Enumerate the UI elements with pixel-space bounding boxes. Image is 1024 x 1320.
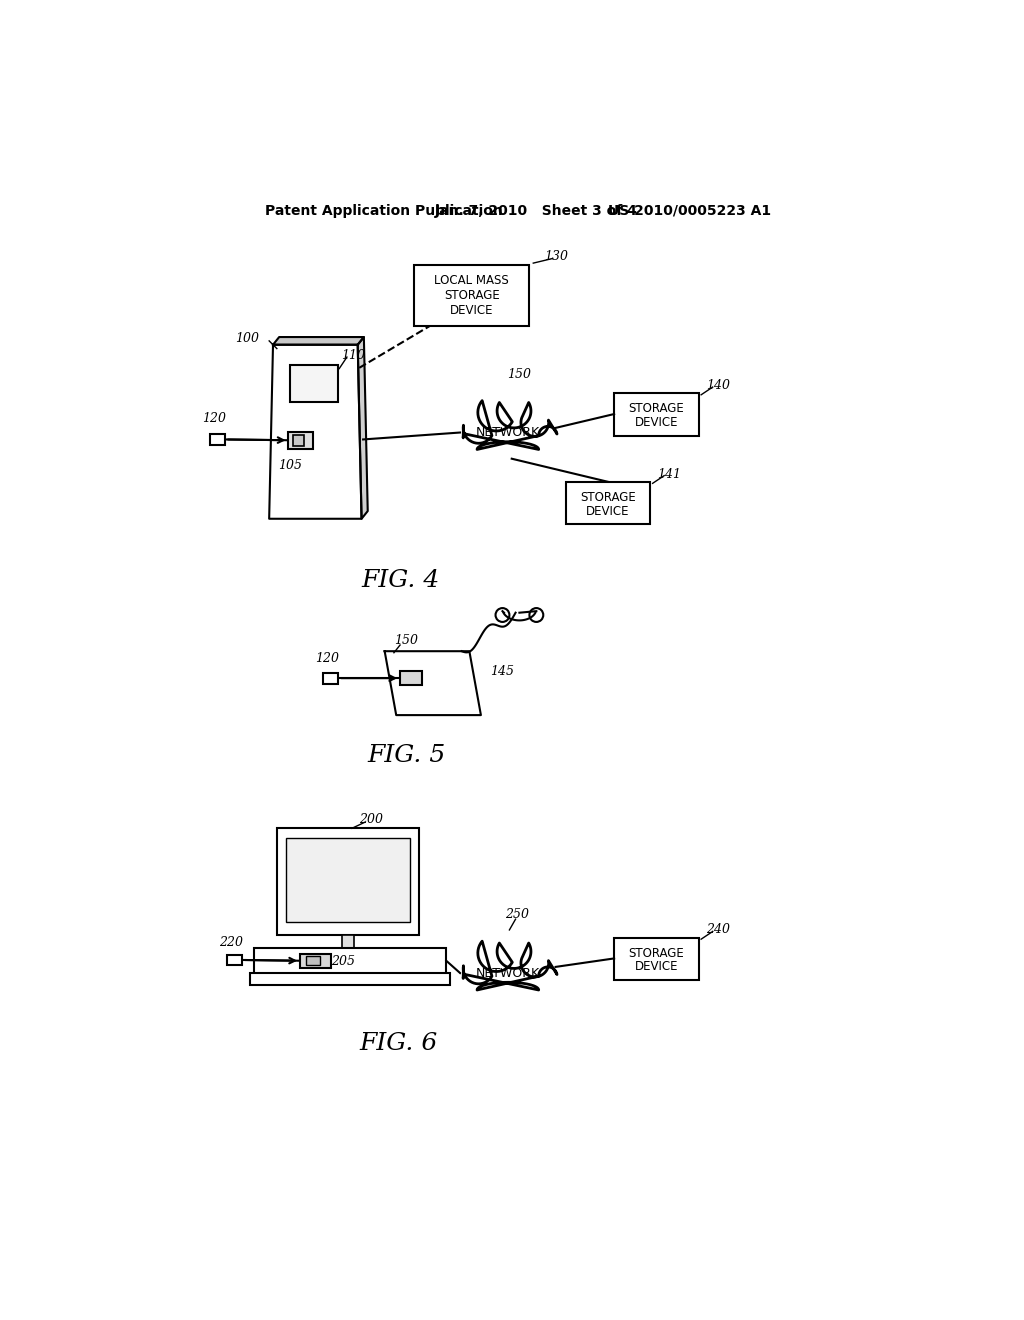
Text: 240: 240 [707,924,730,936]
Text: 105: 105 [278,459,302,473]
Text: 120: 120 [202,412,225,425]
Text: 120: 120 [315,652,339,665]
Bar [414,264,529,326]
Bar [289,432,313,449]
Text: FIG. 4: FIG. 4 [360,569,439,591]
Bar [342,935,354,948]
Text: NETWORK: NETWORK [476,966,540,979]
Bar [250,973,451,985]
Bar [306,956,319,965]
Text: STORAGE: STORAGE [629,946,684,960]
Text: US 2010/0005223 A1: US 2010/0005223 A1 [608,203,771,218]
Circle shape [478,940,515,977]
Polygon shape [269,345,361,519]
Text: DEVICE: DEVICE [450,305,494,317]
Text: 150: 150 [394,634,418,647]
Circle shape [471,405,514,447]
Polygon shape [463,401,557,449]
Bar [323,673,339,684]
Circle shape [520,418,554,453]
Text: 140: 140 [707,379,730,392]
Text: FIG. 5: FIG. 5 [367,744,445,767]
Bar [400,671,422,685]
Text: LOCAL MASS: LOCAL MASS [434,273,509,286]
Text: Jan. 7, 2010   Sheet 3 of 4: Jan. 7, 2010 Sheet 3 of 4 [435,203,638,218]
Text: 145: 145 [490,665,514,677]
Polygon shape [273,337,364,345]
Bar [226,954,243,965]
Circle shape [462,418,496,453]
Circle shape [471,945,514,989]
Text: Patent Application Publication: Patent Application Publication [265,203,503,218]
Bar [286,837,410,923]
Circle shape [462,960,496,993]
Text: STORAGE: STORAGE [629,403,684,416]
Circle shape [484,932,531,978]
Circle shape [501,399,538,436]
Text: 110: 110 [341,348,366,362]
Text: STORAGE: STORAGE [443,289,500,302]
Text: 200: 200 [359,813,383,825]
Bar [276,829,419,935]
Text: FIG. 6: FIG. 6 [359,1032,437,1056]
Text: 220: 220 [219,936,243,949]
Bar [614,937,698,979]
Text: 250: 250 [505,908,529,921]
Bar [290,364,338,401]
Text: 150: 150 [508,367,531,380]
Text: 100: 100 [236,333,259,345]
Circle shape [478,399,515,436]
Text: DEVICE: DEVICE [635,416,678,429]
Polygon shape [357,337,368,519]
Bar [210,434,225,445]
Text: 141: 141 [657,467,682,480]
Polygon shape [385,651,481,715]
Bar [614,393,698,436]
Circle shape [502,945,545,989]
Text: NETWORK: NETWORK [476,426,540,440]
Bar [565,482,650,524]
Text: DEVICE: DEVICE [586,504,630,517]
Text: 130: 130 [545,251,568,264]
Polygon shape [463,941,557,990]
Text: 205: 205 [331,954,354,968]
Text: DEVICE: DEVICE [635,961,678,973]
Bar [300,954,331,968]
Circle shape [501,940,538,977]
Circle shape [520,960,554,993]
Bar [293,434,304,446]
Bar [254,948,446,974]
Circle shape [484,392,531,438]
Text: STORAGE: STORAGE [580,491,636,504]
Circle shape [502,405,545,447]
